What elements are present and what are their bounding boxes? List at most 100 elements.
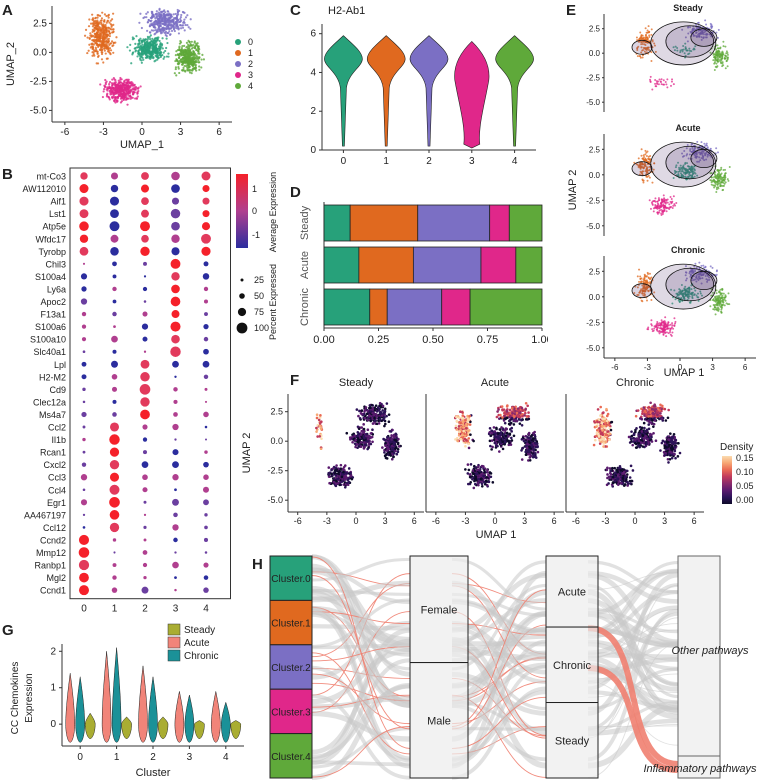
e-cell-point [704, 153, 707, 156]
f-density-point [342, 470, 345, 474]
e-cell-point [688, 49, 691, 52]
a-cell-point [145, 12, 148, 15]
a-cell-point [132, 93, 135, 96]
b-expression-dot [79, 209, 89, 219]
f-density-point [466, 429, 470, 433]
e-cell-point [671, 324, 674, 327]
e-cell-point [687, 26, 690, 29]
e-cell-point [722, 169, 725, 172]
b-expression-dot [143, 500, 147, 504]
b-expression-dot [202, 210, 210, 218]
b-expression-dot [140, 246, 150, 256]
e-cell-point [684, 285, 687, 288]
e-cell-point [694, 45, 697, 48]
b-expression-dot [82, 262, 86, 265]
e-cell-point [663, 209, 666, 212]
e-cell-point [693, 34, 696, 37]
b-expression-dot [142, 450, 148, 455]
b-gene-label: Il1b [51, 435, 66, 445]
b-gene-label: F13a1 [40, 310, 66, 320]
a-cell-point [95, 62, 98, 65]
a-cell-point [113, 81, 116, 84]
a-cell-point [154, 43, 157, 46]
a-cell-point [185, 41, 189, 44]
e-cell-point [714, 58, 717, 61]
a-cell-point [152, 44, 155, 47]
e-cell-point [681, 48, 684, 51]
e-cell-point [719, 61, 722, 64]
a-cell-point [157, 49, 161, 52]
e-cell-point [670, 334, 673, 337]
e-cell-point [653, 162, 656, 165]
e-cell-point [665, 323, 668, 326]
f-density-point [383, 416, 386, 419]
a-cell-point [163, 9, 166, 12]
a-cell-point [110, 82, 114, 85]
b-expression-dot [174, 588, 177, 592]
a-cell-point [131, 36, 134, 39]
a-legend-swatch [235, 61, 241, 67]
b-expression-dot [79, 196, 89, 206]
f-density-point [345, 476, 348, 480]
a-cell-point [151, 13, 155, 16]
e-cell-point [662, 324, 665, 327]
e-cell-point [695, 266, 698, 269]
a-cell-point [135, 35, 138, 38]
e-cell-point [684, 54, 687, 57]
f-density-point [371, 440, 374, 444]
a-legend-swatch [235, 39, 241, 45]
a-cell-point [114, 41, 117, 44]
d-bar-segment [515, 246, 543, 284]
f-density-point [383, 438, 387, 442]
a-cell-point [177, 21, 180, 24]
b-expression-dot [79, 234, 89, 243]
b-expression-dot [172, 461, 179, 469]
a-cell-point [104, 33, 107, 36]
a-cell-point [120, 87, 124, 90]
a-cell-point [186, 68, 189, 71]
b-expression-dot [109, 472, 120, 482]
e-cell-point [674, 166, 677, 169]
e-cell-point [638, 173, 641, 176]
a-cell-point [95, 21, 98, 24]
a-cell-point [87, 25, 91, 28]
b-expression-dot [173, 537, 178, 543]
f-density-point [378, 418, 382, 421]
e-cell-point [722, 181, 725, 184]
b-cluster-label: 3 [173, 604, 179, 615]
e-cell-point [718, 300, 721, 303]
a-cell-point [141, 43, 144, 46]
f-density-point [394, 432, 398, 436]
e-y-tick-label: 0.0 [589, 171, 601, 180]
a-cell-point [154, 46, 158, 49]
b-expression-dot [173, 412, 178, 417]
e-y-tick-label: -5.0 [586, 344, 600, 353]
e-density-contour [631, 283, 653, 299]
e-cell-point [646, 169, 649, 172]
a-cell-point [198, 61, 201, 64]
e-cell-point [714, 176, 717, 179]
e-cell-point [713, 176, 716, 179]
e-cell-point [718, 59, 721, 62]
a-cell-point [146, 11, 149, 14]
f-density-point [328, 481, 331, 485]
e-cell-point [665, 210, 668, 213]
b-expression-dot [141, 197, 149, 205]
b-gene-label: Tyrobp [38, 247, 66, 257]
b-expression-dot [142, 311, 148, 317]
e-cell-point [705, 142, 708, 145]
e-cell-point [638, 37, 641, 40]
b-expression-dot [112, 311, 117, 317]
a-cell-point [129, 97, 132, 100]
a-cell-point [91, 13, 94, 16]
a-cell-point [93, 22, 96, 25]
e-cell-point [650, 319, 653, 322]
a-cell-point [191, 65, 194, 68]
a-cell-point [159, 55, 162, 59]
b-expression-dot [81, 311, 87, 317]
e-cell-point [643, 292, 646, 295]
a-cell-point [94, 26, 97, 29]
e-cell-point [704, 152, 707, 155]
b-gene-label: Ms4a7 [39, 410, 66, 420]
f-density-point [357, 432, 361, 436]
